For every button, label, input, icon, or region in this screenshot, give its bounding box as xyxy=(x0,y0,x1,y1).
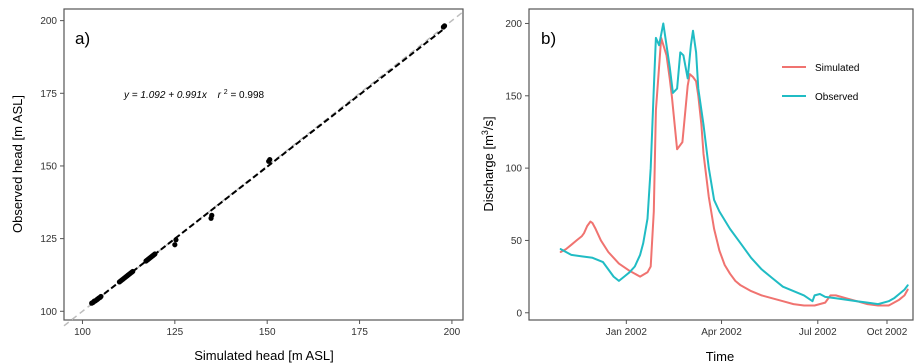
panel-a-x-tick-label: 175 xyxy=(351,327,368,338)
panel-a-y-axis: 100 125 150 175 200 xyxy=(40,16,64,318)
scatter-point xyxy=(172,242,178,248)
scatter-point xyxy=(441,23,448,29)
panel-a-y-tick-label: 175 xyxy=(40,89,57,100)
annotation-r-label: r xyxy=(218,90,222,101)
panel-b-y-axis: 0 50 100 150 200 xyxy=(505,19,529,319)
panel-b-y-tick-label: 50 xyxy=(511,236,523,247)
panel-a-x-tick-label: 200 xyxy=(444,327,461,338)
panel-b-x-tick-label: Jul 2002 xyxy=(799,327,837,338)
panel-a-x-tick-label: 100 xyxy=(74,327,91,338)
y-title-main: Discharge [m xyxy=(481,135,496,212)
panel-b: b) 0 50 100 150 200 Jan 2002 Apr 2002 Jul 2002… xyxy=(480,8,914,364)
scatter-point xyxy=(152,251,158,257)
y-title-superscript: 3 xyxy=(480,130,490,135)
panel-a-label: a) xyxy=(75,29,90,48)
annotation-equation: y = 1.092 + 0.991x xyxy=(123,90,208,101)
panel-b-y-tick-label: 0 xyxy=(516,308,522,319)
panel-b-y-axis-title: Discharge [m3/s] xyxy=(480,116,496,211)
legend: Simulated Observed xyxy=(782,63,859,103)
panel-b-x-tick-label: Jan 2002 xyxy=(606,327,648,338)
legend-label-observed: Observed xyxy=(815,92,858,103)
panel-b-plot-frame xyxy=(528,8,914,321)
y-title-unit: /s] xyxy=(481,116,496,130)
series-line-observed xyxy=(559,22,909,306)
panel-b-y-tick-label: 200 xyxy=(505,19,522,30)
regression-fit-line xyxy=(89,27,446,306)
panel-a-x-axis-title: Simulated head [m ASL] xyxy=(194,348,333,363)
panel-a-x-axis: 100 125 150 175 200 xyxy=(74,320,461,338)
panel-a-annotation: y = 1.092 + 0.991x r 2 = 0.998 xyxy=(123,86,265,101)
panel-a-y-tick-label: 150 xyxy=(40,161,57,172)
panel-a-x-tick-label: 150 xyxy=(259,327,276,338)
scatter-point xyxy=(267,156,273,163)
panel-b-x-axis-title: Time xyxy=(706,349,734,364)
panel-b-label: b) xyxy=(541,29,556,48)
scatter-point xyxy=(98,293,104,300)
annotation-r-value: = 0.998 xyxy=(230,90,264,101)
panel-a-y-axis-title: Observed head [m ASL] xyxy=(10,95,25,233)
legend-label-simulated: Simulated xyxy=(815,63,859,74)
scatter-point xyxy=(209,212,215,218)
panel-a-y-tick-label: 200 xyxy=(40,16,57,27)
panel-b-x-tick-label: Apr 2002 xyxy=(701,327,742,338)
panel-a-y-tick-label: 125 xyxy=(40,234,57,245)
panel-b-y-tick-label: 100 xyxy=(505,164,522,175)
panel-a-x-tick-label: 125 xyxy=(166,327,183,338)
panel-a-points xyxy=(89,23,448,306)
panel-a-plot-frame xyxy=(63,8,464,321)
panel-b-series xyxy=(559,22,909,307)
series-line-simulated xyxy=(559,36,909,307)
panel-b-y-tick-label: 150 xyxy=(505,91,522,102)
scatter-point xyxy=(130,268,136,275)
panel-a-y-tick-label: 100 xyxy=(40,307,57,318)
panel-a: a) y = 1.092 + 0.991x r 2 = 0.998 100 125… xyxy=(10,8,464,363)
panel-b-x-tick-label: Oct 2002 xyxy=(867,327,908,338)
panel-b-x-axis: Jan 2002 Apr 2002 Jul 2002 Oct 2002 xyxy=(606,320,908,338)
annotation-r-sup: 2 xyxy=(224,89,228,96)
scatter-point xyxy=(173,237,179,243)
